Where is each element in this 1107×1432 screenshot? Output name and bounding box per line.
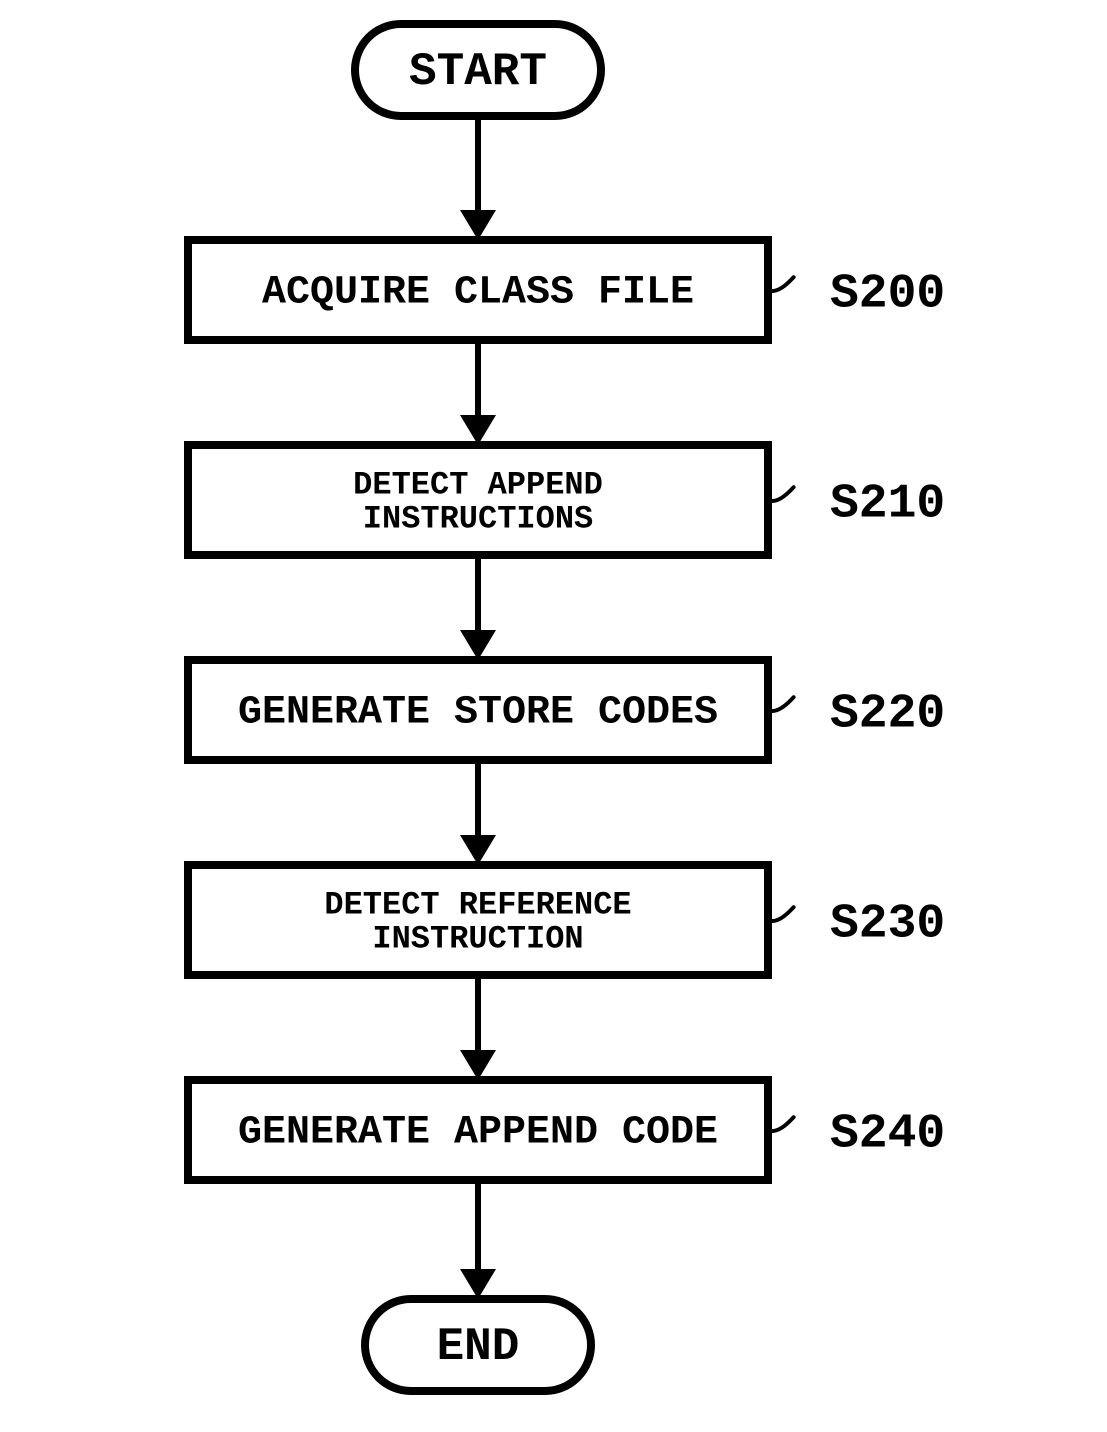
- step-S230-line1: INSTRUCTION: [372, 920, 583, 957]
- end-pill: END: [365, 1299, 591, 1391]
- step-S220-id: S220: [830, 688, 945, 742]
- step-S210: DETECT APPENDINSTRUCTIONS S210: [188, 445, 945, 555]
- step-S240: GENERATE APPEND CODE S240: [188, 1080, 945, 1180]
- step-S220-line0: GENERATE STORE CODES: [238, 691, 718, 736]
- step-S240-line0: GENERATE APPEND CODE: [238, 1111, 718, 1156]
- step-S240-id: S240: [830, 1108, 945, 1162]
- step-S200: ACQUIRE CLASS FILE S200: [188, 240, 945, 340]
- end-pill-label: END: [437, 1321, 520, 1373]
- start-pill: START: [355, 24, 601, 116]
- step-S210-id: S210: [830, 478, 945, 532]
- step-S230-line0: DETECT REFERENCE: [324, 887, 631, 924]
- start-pill-label: START: [409, 46, 547, 98]
- step-S220: GENERATE STORE CODES S220: [188, 660, 945, 760]
- step-S230-id: S230: [830, 898, 945, 952]
- step-S200-line0: ACQUIRE CLASS FILE: [262, 271, 694, 316]
- step-S210-line1: INSTRUCTIONS: [363, 500, 593, 537]
- step-S210-line0: DETECT APPEND: [353, 467, 603, 504]
- step-S230: DETECT REFERENCEINSTRUCTION S230: [188, 865, 945, 975]
- step-S200-id: S200: [830, 268, 945, 322]
- flowchart-canvas: START ACQUIRE CLASS FILE S200 DETECT APPEND…: [0, 0, 1107, 1432]
